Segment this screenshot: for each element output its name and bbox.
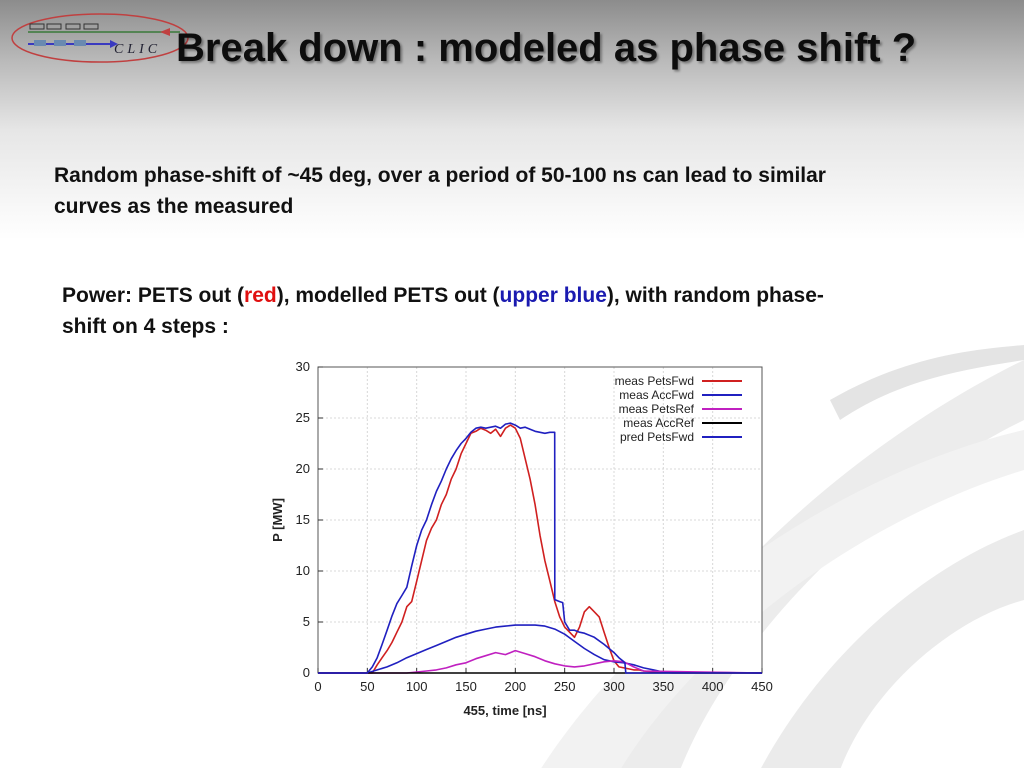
clic-accelerator-logo-icon — [11, 13, 189, 63]
power-chart-svg: 0 50 100 150 200 250 300 350 400 450 0 5 10 15 20 25 30 4… — [270, 359, 773, 718]
y-tick-label: 30 — [296, 359, 310, 374]
series-line-1 — [318, 624, 763, 674]
x-tick-label: 200 — [504, 679, 526, 694]
legend-label-0: meas PetsFwd — [615, 374, 694, 388]
x-tick-label: 50 — [360, 679, 374, 694]
y-tick-label: 0 — [303, 665, 310, 680]
x-tick-label: 300 — [603, 679, 625, 694]
clic-logo: CLIC — [10, 12, 192, 64]
x-tick-label: 250 — [554, 679, 576, 694]
x-tick-label: 350 — [652, 679, 674, 694]
logo-text: CLIC — [114, 42, 162, 57]
power-chart: 0 50 100 150 200 250 300 350 400 450 0 5 10 15 20 25 30 4… — [262, 355, 782, 725]
y-axis-label: P [MW] — [270, 498, 285, 542]
x-tick-label: 400 — [702, 679, 724, 694]
paragraph-2-blue-word: upper blue — [499, 284, 607, 307]
series-line-2 — [318, 649, 763, 674]
y-tick-label: 25 — [296, 410, 310, 425]
x-tick-label: 100 — [406, 679, 428, 694]
legend-label-4: pred PetsFwd — [620, 430, 694, 444]
paragraph-2: Power: PETS out (red), modelled PETS out… — [62, 280, 842, 342]
paragraph-2-part3: ), with random phase-shift on 4 steps : — [62, 284, 824, 338]
series-line-0 — [318, 424, 762, 674]
legend-label-2: meas PetsRef — [619, 402, 695, 416]
series-line-4 — [318, 422, 762, 674]
paragraph-2-part1: Power: PETS out ( — [62, 284, 245, 307]
legend-label-3: meas AccRef — [623, 416, 694, 430]
paragraph-2-part2: ), modelled PETS out ( — [276, 284, 500, 307]
slide-title: Break down : modeled as phase shift ? — [176, 26, 917, 70]
paragraph-1: Random phase-shift of ~45 deg, over a pe… — [54, 164, 826, 218]
y-tick-label: 5 — [303, 614, 310, 629]
y-tick-label: 15 — [296, 512, 310, 527]
x-tick-label: 0 — [314, 679, 321, 694]
y-tick-label: 10 — [296, 563, 310, 578]
legend-label-1: meas AccFwd — [619, 388, 694, 402]
paragraph-2-red-word: red — [244, 284, 277, 307]
x-tick-label: 150 — [455, 679, 477, 694]
x-axis-label: 455, time [ns] — [463, 703, 546, 718]
x-tick-label: 450 — [751, 679, 773, 694]
y-tick-label: 20 — [296, 461, 310, 476]
